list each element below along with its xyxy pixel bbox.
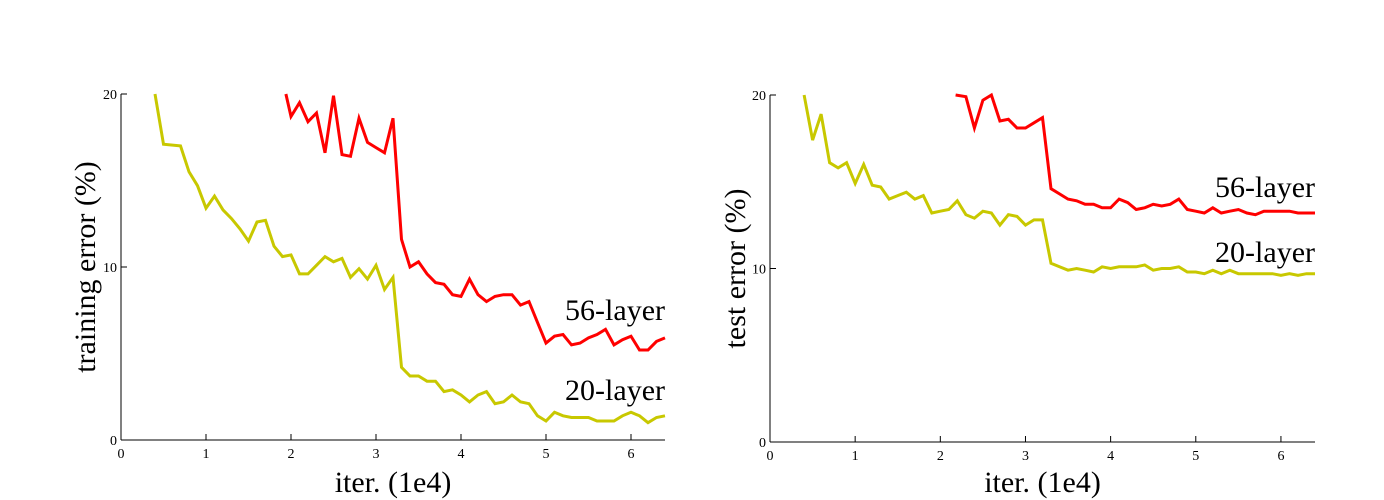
y-axis-label: training error (%)	[69, 161, 102, 373]
y-tick-label: 10	[103, 261, 117, 276]
x-tick-label: 5	[1192, 449, 1199, 464]
series-line-20-layer	[802, 94, 1315, 277]
series-line-20-layer	[153, 93, 666, 425]
x-tick-label: 0	[118, 447, 125, 462]
x-tick-label: 0	[767, 449, 774, 464]
series-label-56-layer: 56-layer	[1215, 171, 1315, 204]
x-tick-label: 1	[203, 447, 210, 462]
x-tick-label: 5	[543, 447, 550, 462]
x-tick-label: 4	[458, 447, 465, 462]
x-tick-label: 4	[1107, 449, 1114, 464]
series-label-56-layer: 56-layer	[565, 294, 665, 327]
x-tick-label: 6	[1277, 449, 1284, 464]
x-tick-label: 3	[1022, 449, 1029, 464]
series-line-56-layer	[955, 92, 1315, 217]
y-tick-label: 20	[103, 88, 117, 103]
x-tick-label: 1	[852, 449, 859, 464]
series-label-20-layer: 20-layer	[1215, 236, 1315, 269]
x-axis-label: iter. (1e4)	[335, 466, 452, 499]
y-tick-label: 10	[752, 263, 766, 278]
y-tick-label: 0	[110, 434, 117, 449]
y-tick-label: 0	[759, 436, 766, 451]
y-tick-label: 20	[752, 89, 766, 104]
y-axis-label: test error (%)	[719, 189, 752, 349]
x-tick-label: 3	[373, 447, 380, 462]
x-tick-label: 6	[628, 447, 635, 462]
series-label-20-layer: 20-layer	[565, 374, 665, 407]
chart-panel-1: 0 1 2 3 4 5 6 0 10 20 iter. (1e4) training error (%…	[69, 88, 666, 499]
x-tick-label: 2	[288, 447, 295, 462]
chart-panel-2: 0 1 2 3 4 5 6 0 10 20 iter. (1e4) test error (%) 56-…	[719, 89, 1315, 499]
x-axis-label: iter. (1e4)	[984, 466, 1101, 499]
x-tick-label: 2	[937, 449, 944, 464]
series-line-56-layer	[284, 93, 666, 352]
